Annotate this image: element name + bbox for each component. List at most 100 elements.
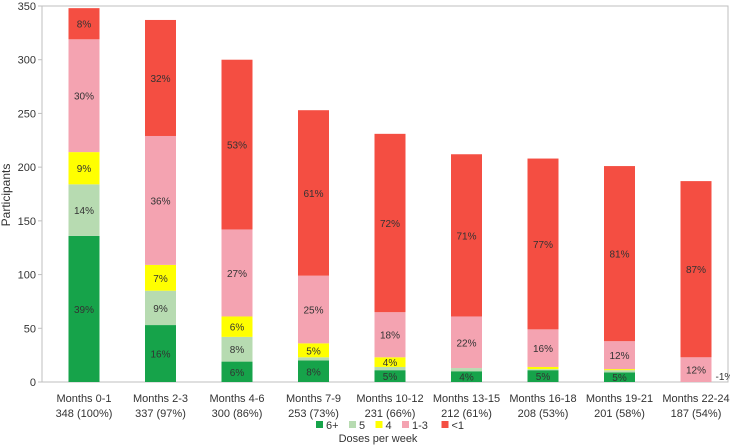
x-tick-sublabel: 187 (54%) (671, 408, 722, 420)
data-label: 5% (612, 373, 627, 384)
bar-segment (68, 39, 100, 153)
data-label: 12% (609, 351, 629, 362)
legend-swatch (349, 421, 356, 428)
bar-segment (680, 357, 712, 382)
data-label: 6% (230, 323, 245, 334)
x-tick-sublabel: 337 (97%) (135, 408, 186, 420)
bar-segment (604, 369, 635, 371)
data-label: 77% (533, 240, 553, 251)
x-tick-label: Months 16-18 (509, 393, 576, 405)
bar-segment (451, 368, 482, 372)
y-tick-label: 200 (18, 162, 36, 174)
x-axis: Months 0-1 348 (100%) Months 2-3 337 (97%) M… (56, 393, 730, 420)
legend-swatch (316, 421, 323, 428)
x-tick-sublabel: 212 (61%) (441, 408, 492, 420)
x-tick-label: Months 13-15 (433, 393, 500, 405)
bar-segment (145, 325, 176, 382)
legend-label: 5 (359, 420, 365, 432)
bar-segment (145, 264, 176, 291)
bar-segment (527, 329, 559, 367)
legend-swatch (441, 421, 449, 428)
data-label: 36% (150, 196, 170, 207)
data-label: 87% (686, 265, 706, 276)
bar-segment (221, 361, 253, 382)
data-label: 71% (456, 231, 476, 242)
x-tick-label: Months 7-9 (286, 393, 341, 405)
legend-label: <1 (452, 420, 465, 432)
x-axis-title: Doses per week (339, 433, 418, 445)
data-label: 7% (153, 274, 168, 285)
data-label: 53% (227, 141, 247, 152)
data-label: 5% (383, 372, 398, 383)
data-label: 9% (153, 304, 168, 315)
x-tick-sublabel: 231 (66%) (365, 408, 416, 420)
x-tick-label: Months 22-24 (662, 393, 729, 405)
bar-segment (374, 312, 406, 358)
bar-segment (527, 369, 559, 371)
x-tick-label: Months 0-1 (56, 393, 111, 405)
bar-segment (604, 166, 635, 342)
y-tick-label: 100 (18, 270, 36, 282)
data-label: 30% (74, 92, 94, 103)
bar-segment (451, 316, 482, 369)
bar-segment (604, 341, 635, 370)
bars: 39% 14% 9% 30% 8% 16% 9% 7% 36% 32% 6% 8% 6% 27% 53% 8%… (68, 8, 730, 384)
bar-segment (145, 19, 176, 136)
bar-segment (374, 366, 406, 371)
bar-segment (374, 133, 406, 313)
bar-segment (451, 154, 482, 317)
bar-segment (298, 360, 329, 382)
y-tick-label: 0 (30, 377, 36, 389)
y-tick-label: 150 (18, 216, 36, 228)
data-label: 61% (303, 189, 323, 200)
bar-segment (145, 135, 176, 265)
bar-segment (527, 158, 559, 330)
legend-swatch (375, 421, 383, 428)
bar-segment (604, 370, 635, 373)
bar-segment (221, 336, 253, 362)
legend-label: 1-3 (412, 420, 428, 432)
bar-segment (68, 235, 100, 382)
bar-segment (145, 290, 176, 326)
y-axis-title: Participants (0, 164, 13, 227)
data-label: 81% (609, 250, 629, 261)
x-tick-label: Months 19-21 (586, 393, 653, 405)
x-tick-sublabel: 253 (73%) (288, 408, 339, 420)
data-label: 39% (74, 305, 94, 316)
legend-swatch (402, 421, 409, 428)
data-label: 5% (306, 346, 321, 357)
bar-segment (374, 370, 406, 382)
legend-label: 4 (386, 420, 392, 432)
data-label: 8% (230, 345, 245, 356)
x-tick-sublabel: 348 (100%) (56, 408, 113, 420)
x-tick-label: Months 2-3 (133, 393, 188, 405)
data-label: 4% (383, 358, 398, 369)
y-tick-label: 350 (18, 1, 36, 13)
y-tick-label: 300 (18, 55, 36, 67)
x-tick-label: Months 4-6 (209, 393, 264, 405)
data-label: 6% (230, 368, 245, 379)
bar-segment (680, 181, 712, 358)
x-tick-label: Months 10-12 (356, 393, 423, 405)
x-tick-sublabel: 208 (53%) (518, 408, 569, 420)
data-label: 72% (380, 219, 400, 230)
y-tick-label: 50 (24, 323, 36, 335)
data-label: 8% (77, 20, 92, 31)
data-label: 18% (380, 331, 400, 342)
y-tick-label: 250 (18, 108, 36, 120)
bar-segment (221, 229, 253, 317)
data-label: 5% (536, 372, 551, 383)
bar-segment (527, 366, 559, 370)
data-label: 8% (306, 367, 321, 378)
data-label: 12% (686, 366, 706, 377)
legend: 6+ 5 4 1-3 <1 (316, 420, 464, 432)
legend-label: 6+ (326, 420, 339, 432)
x-tick-sublabel: 300 (86%) (212, 408, 263, 420)
data-label: 9% (77, 164, 92, 175)
data-label: 14% (74, 206, 94, 217)
data-label: 27% (227, 269, 247, 280)
annotation-label: -1% (716, 372, 730, 383)
bar-segment (298, 357, 329, 361)
bar-segment (221, 316, 253, 337)
bar-segment (374, 357, 406, 367)
